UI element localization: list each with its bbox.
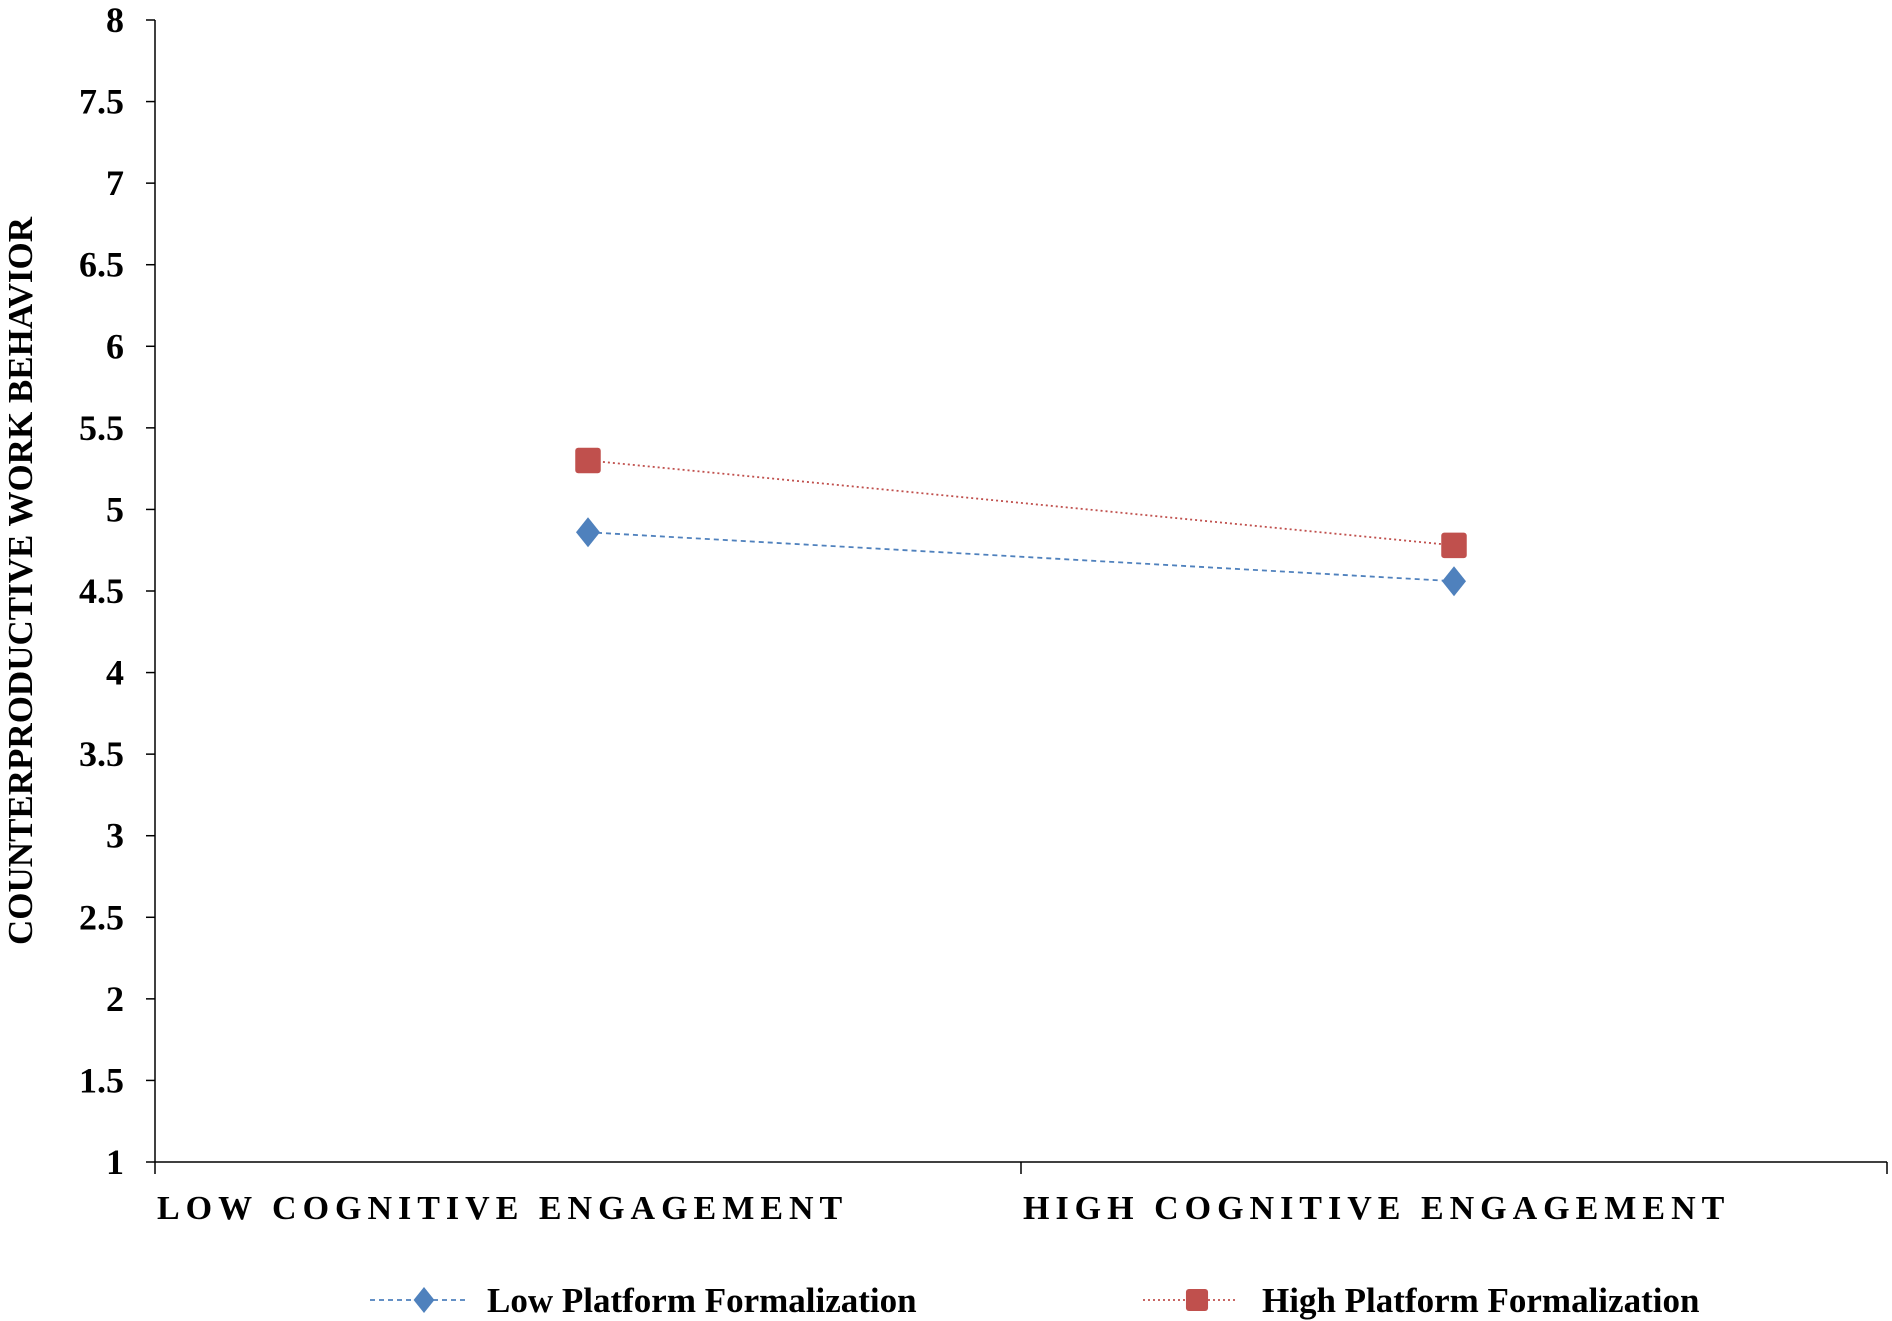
y-tick-label: 7.5	[79, 82, 124, 122]
series-point	[1186, 1289, 1208, 1311]
y-tick-label: 4	[106, 653, 124, 693]
axes	[146, 20, 1887, 1174]
x-category-label: LOW COGNITIVE ENGAGEMENT	[157, 1190, 848, 1227]
legend: Low Platform Formalization High Platform …	[370, 1281, 1699, 1320]
y-tick-labels: 1 1.5 2 2.5 3 3.5 4 4.5 5 5.5 6 6.5 7 7.5 8	[79, 0, 124, 1182]
y-tick-label: 5.5	[79, 408, 124, 448]
series-point	[1442, 566, 1466, 596]
y-tick-label: 2.5	[79, 897, 124, 937]
y-tick-label: 2	[106, 979, 124, 1019]
series-group	[575, 448, 1467, 558]
y-tick-label: 6	[106, 326, 124, 366]
series-line	[588, 532, 1454, 581]
y-tick-label: 3.5	[79, 734, 124, 774]
legend-item: High Platform Formalization	[1143, 1281, 1699, 1320]
series	[575, 448, 1467, 596]
x-category-label: HIGH COGNITIVE ENGAGEMENT	[1023, 1190, 1730, 1227]
series-point	[575, 448, 601, 474]
y-tick-label: 8	[106, 0, 124, 40]
legend-label: Low Platform Formalization	[487, 1281, 917, 1320]
y-tick-label: 6.5	[79, 245, 124, 285]
y-axis-title: COUNTERPRODUCTIVE WORK BEHAVIOR	[1, 216, 40, 945]
x-category-labels: LOW COGNITIVE ENGAGEMENT HIGH COGNITIVE E…	[157, 1190, 1730, 1227]
series-point	[576, 517, 600, 547]
y-tick-label: 1.5	[79, 1060, 124, 1100]
y-tick-label: 4.5	[79, 571, 124, 611]
series-line	[588, 460, 1454, 545]
y-tick-label: 7	[106, 163, 124, 203]
y-tick-label: 1	[106, 1142, 124, 1182]
legend-label: High Platform Formalization	[1262, 1281, 1699, 1320]
series-point	[414, 1287, 435, 1313]
y-tick-label: 3	[106, 816, 124, 856]
legend-item: Low Platform Formalization	[370, 1281, 917, 1320]
y-tick-label: 5	[106, 489, 124, 529]
series-group	[576, 517, 1466, 596]
series-point	[1441, 533, 1467, 559]
